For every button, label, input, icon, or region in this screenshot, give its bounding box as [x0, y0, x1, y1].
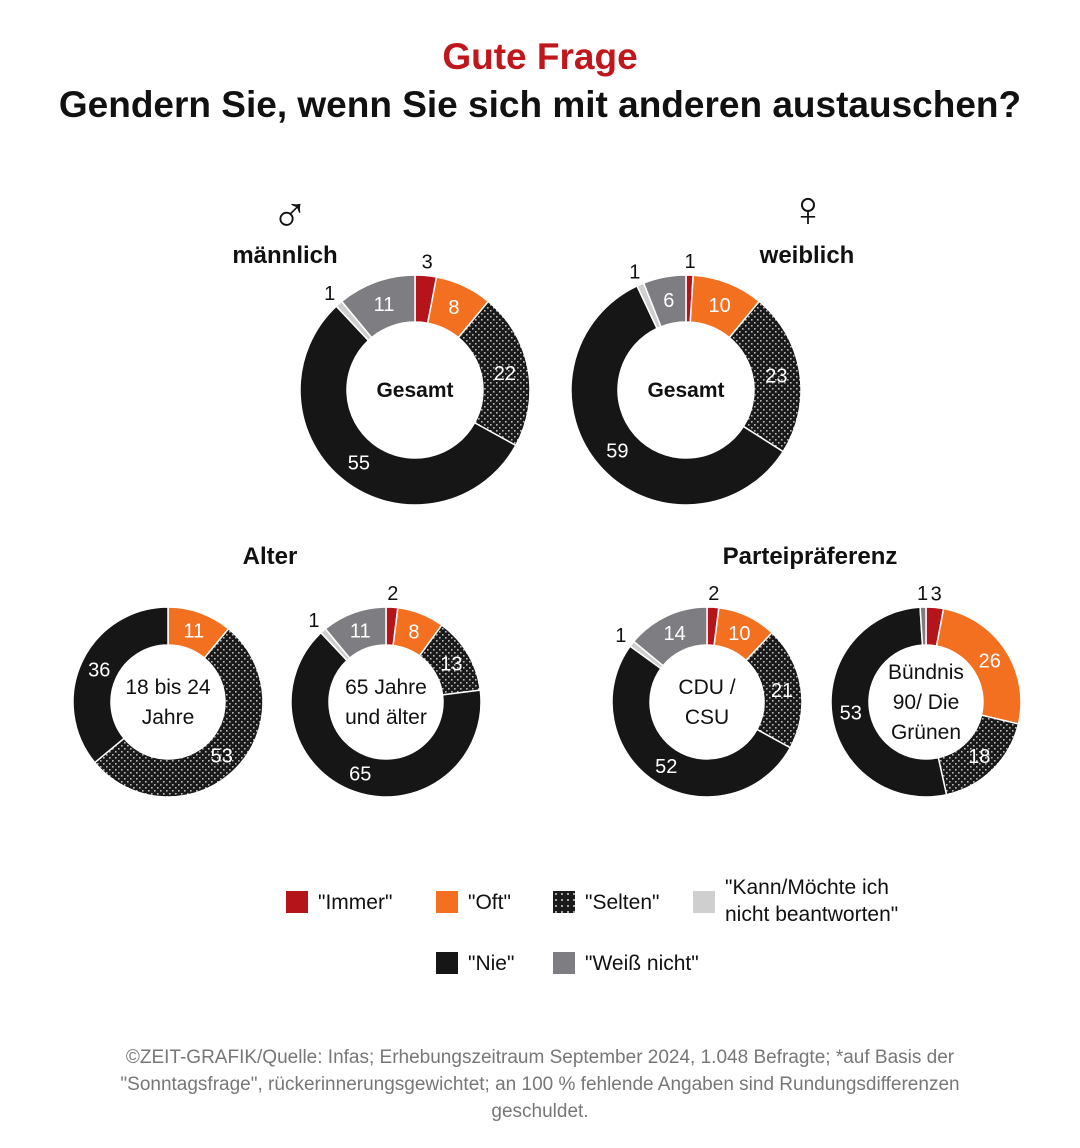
legend-label-kann: "Kann/Möchte ich nicht beantworten"	[725, 876, 899, 926]
legend-item-nie: "Nie"	[436, 950, 514, 977]
value-label-maennlich-gesamt-immer: 3	[422, 252, 433, 274]
legend-label-immer: "Immer"	[318, 891, 393, 914]
legend-label-weiss: "Weiß nicht"	[585, 952, 699, 975]
kicker: Gute Frage	[442, 36, 638, 77]
value-label-partei-cdu-nie: 52	[655, 756, 677, 778]
value-label-weiblich-gesamt-oft: 10	[709, 295, 731, 317]
legend-swatch-kann	[693, 891, 715, 913]
legend-label-selten: "Selten"	[585, 891, 660, 914]
slice-alter-65-nie	[290, 631, 482, 798]
value-label-alter-65-selten: 13	[440, 653, 462, 675]
legend-label-nie: "Nie"	[468, 952, 515, 975]
value-label-partei-cdu-oft: 10	[728, 623, 750, 645]
value-label-weiblich-gesamt-immer: 1	[684, 251, 695, 273]
donut-partei-gruene: 3 26 18 53 1 Bündnis 90/ Die Grünen	[830, 583, 1022, 798]
value-label-partei-gruene-immer: 3	[931, 583, 942, 605]
center-label-weiblich-gesamt: Gesamt	[647, 379, 724, 402]
donut-alter-18-24: 11 53 36 18 bis 24 Jahre	[72, 606, 264, 798]
value-label-partei-cdu-selten: 21	[771, 680, 793, 702]
source-footnote: ©ZEIT-GRAFIK/Quelle: Infas; Erhebungszei…	[120, 1047, 960, 1122]
chart-title: Gendern Sie, wenn Sie sich mit anderen a…	[58, 84, 1022, 125]
value-label-partei-gruene-nie: 53	[840, 703, 862, 725]
legend-swatch-immer	[286, 891, 308, 913]
slice-weiblich-gesamt-weiss-nicht	[642, 274, 687, 328]
female-symbol-icon: ♀	[789, 181, 827, 237]
slice-maennlich-gesamt-nie	[299, 305, 517, 506]
value-label-alter-65-oft: 8	[408, 621, 419, 643]
slice-partei-gruene-weiss-nicht	[919, 606, 927, 646]
value-label-partei-gruene-selten: 18	[968, 746, 990, 768]
value-label-alter-18-24-nie: 36	[88, 660, 110, 682]
value-label-alter-18-24-oft: 11	[183, 620, 204, 642]
value-label-weiblich-gesamt-selten: 23	[765, 366, 787, 388]
value-label-alter-65-immer: 2	[387, 583, 398, 605]
center-label-maennlich-gesamt: Gesamt	[376, 379, 453, 402]
value-label-maennlich-gesamt-kann-moechte-ich-nicht-beantworten: 1	[324, 283, 335, 305]
legend-swatch-nie	[436, 952, 458, 974]
legend-label-oft: "Oft"	[468, 891, 511, 914]
legend-swatch-selten	[553, 891, 575, 913]
section-label-partei: Parteipräferenz	[722, 543, 898, 570]
value-label-partei-cdu-immer: 2	[708, 583, 719, 605]
center-label-partei-gruene: Bündnis 90/ Die Grünen	[888, 661, 964, 744]
value-label-weiblich-gesamt-nie: 59	[606, 441, 628, 463]
male-symbol-icon: ♂	[271, 185, 309, 241]
value-label-weiblich-gesamt-kann-moechte-ich-nicht-beantworten: 1	[629, 262, 640, 284]
legend-item-weiss: "Weiß nicht"	[553, 950, 699, 977]
value-label-maennlich-gesamt-oft: 8	[448, 297, 459, 319]
center-label-alter-18-24: 18 bis 24 Jahre	[125, 676, 211, 729]
value-label-alter-65-weiss-nicht: 11	[350, 620, 371, 642]
value-label-maennlich-gesamt-nie: 55	[348, 452, 370, 474]
value-label-alter-18-24-selten: 53	[211, 746, 233, 768]
value-label-alter-65-nie: 65	[349, 764, 371, 786]
legend-item-selten: "Selten"	[553, 889, 659, 916]
slice-partei-cdu-weiss-nicht	[632, 606, 708, 667]
value-label-partei-gruene-oft: 26	[979, 651, 1001, 673]
slice-partei-gruene-nie	[830, 606, 948, 798]
value-label-partei-cdu-kann-moechte-ich-nicht-beantworten: 1	[615, 625, 626, 647]
slice-alter-18-24-nie	[72, 606, 169, 764]
section-label-alter: Alter	[242, 543, 298, 570]
legend-item-oft: "Oft"	[436, 889, 511, 916]
value-label-maennlich-gesamt-selten: 22	[494, 363, 516, 385]
donut-partei-cdu: 2 10 21 52 1 14 CDU / CSU	[611, 583, 803, 798]
center-label-alter-65: 65 Jahre und älter	[345, 676, 427, 729]
legend-item-kann: "Kann/Möchte ich nicht beantworten"	[693, 874, 898, 928]
slice-alter-65-weiss-nicht	[324, 606, 387, 660]
slice-alter-18-24-selten	[93, 627, 264, 798]
slice-weiblich-gesamt-nie	[570, 284, 785, 506]
slice-maennlich-gesamt-weiss-nicht	[340, 274, 416, 339]
value-label-partei-cdu-weiss-nicht: 14	[664, 623, 686, 645]
value-label-maennlich-gesamt-weiss-nicht: 11	[374, 294, 395, 316]
slice-partei-cdu-nie	[611, 645, 792, 798]
value-label-weiblich-gesamt-weiss-nicht: 6	[663, 290, 674, 312]
value-label-alter-65-kann-moechte-ich-nicht-beantworten: 1	[308, 610, 319, 632]
section-label-maennlich: männlich	[232, 242, 338, 269]
legend-item-immer: "Immer"	[286, 889, 392, 916]
center-label-partei-cdu: CDU / CSU	[678, 676, 735, 729]
section-label-weiblich: weiblich	[759, 242, 855, 269]
value-label-partei-gruene-weiss-nicht: 1	[917, 583, 928, 605]
legend-swatch-weiss	[553, 952, 575, 974]
legend-swatch-oft	[436, 891, 458, 913]
